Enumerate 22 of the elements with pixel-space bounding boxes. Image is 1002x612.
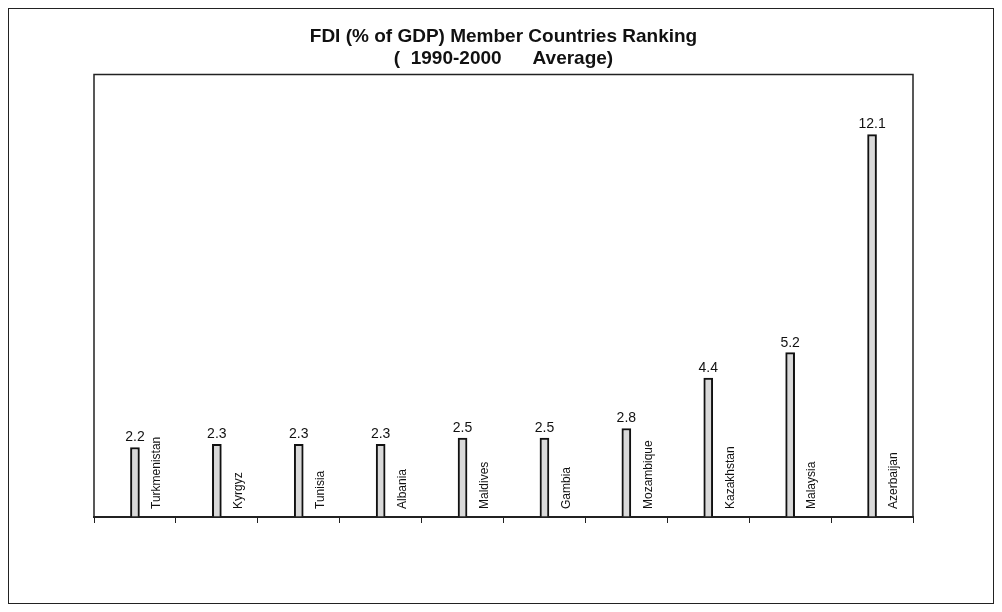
data-label: 12.1: [858, 115, 886, 132]
data-label: 2.5: [534, 418, 555, 435]
data-label: 2.3: [289, 425, 309, 442]
x-tick-label: Malaysia: [804, 461, 819, 509]
x-tick-label: Gambia: [558, 466, 573, 509]
x-tick-label: Kyrgyz: [231, 472, 246, 509]
x-tick-label: Azerbaijan: [886, 452, 901, 509]
data-label: 4.4: [698, 358, 719, 375]
chart-subtitle: ( 1990-2000 Average): [393, 47, 614, 69]
data-label: 5.2: [780, 333, 801, 350]
data-label: 2.3: [370, 425, 391, 442]
data-label: 2.5: [452, 418, 473, 435]
data-label: 2.8: [616, 409, 637, 426]
x-tick-label: Kazakhstan: [722, 446, 737, 509]
x-tick-label: Albania: [394, 468, 409, 509]
data-label: 2.2: [125, 428, 145, 445]
x-tick-label: Tunisia: [313, 470, 328, 509]
x-tick-label: Mozambique: [640, 439, 655, 509]
x-tick-label: Maldives: [476, 461, 491, 509]
data-label: 2.3: [207, 425, 227, 442]
x-tick-label: Turkmenistan: [149, 436, 164, 509]
chart-title: FDI (% of GDP) Member Countries Ranking: [309, 24, 698, 46]
